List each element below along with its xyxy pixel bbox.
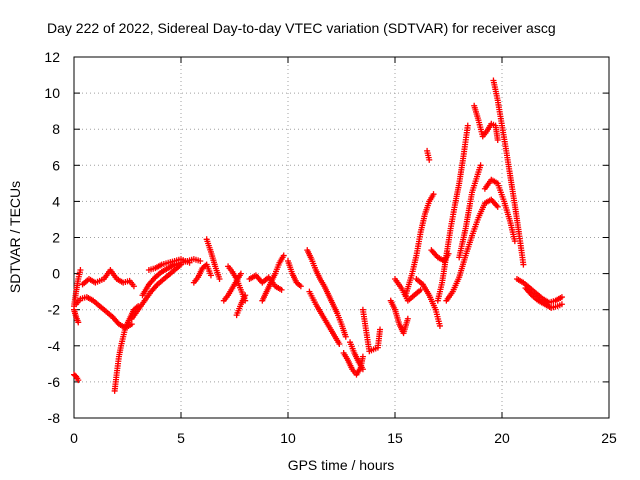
series-arc-30 (443, 196, 501, 304)
y-tick-label: -8 (48, 410, 61, 426)
y-tick-label: 2 (52, 230, 60, 246)
y-axis-label: SDTVAR / TECUs (7, 181, 23, 293)
y-tick-label: -2 (48, 302, 61, 318)
series-arc-34 (481, 176, 518, 245)
y-tick-label: 0 (52, 266, 60, 282)
data-point (75, 319, 82, 326)
y-axis-tick-labels: -8 -6 -4 -2 0 2 4 6 8 10 12 (44, 49, 60, 426)
series-arc-21 (347, 339, 366, 373)
data-point (359, 366, 366, 373)
series-arc-16 (259, 252, 287, 304)
series-arc-17 (285, 257, 304, 290)
data-point (436, 322, 443, 329)
y-tick-label: 4 (52, 193, 60, 209)
series-arc-22 (359, 306, 384, 355)
series-arc-06 (111, 303, 142, 394)
data-point (377, 326, 384, 333)
data-point (558, 294, 565, 301)
y-tick-label: 10 (44, 85, 60, 101)
data-point (75, 377, 82, 384)
y-tick-label: 8 (52, 121, 60, 137)
chart-title: Day 222 of 2022, Sidereal Day-to-day VTE… (47, 20, 556, 36)
series-arc-27 (424, 147, 433, 163)
series-arc-31 (471, 102, 501, 144)
series-arc-32 (456, 162, 484, 261)
series-arc-04 (73, 294, 135, 331)
x-tick-label: 0 (70, 430, 78, 446)
series-arc-36 (522, 285, 565, 311)
x-tick-label: 25 (601, 430, 617, 446)
data-point (242, 292, 249, 299)
grid-lines (74, 57, 609, 418)
series-arc-23 (387, 297, 411, 337)
series-arc-05 (79, 266, 137, 290)
data-point (342, 333, 349, 340)
data-point (197, 257, 204, 264)
data-point (417, 286, 424, 293)
data-point (130, 283, 137, 290)
series-arc-09 (145, 256, 193, 273)
data-point (297, 283, 304, 290)
series-arc-19 (306, 288, 343, 347)
x-tick-label: 15 (387, 430, 403, 446)
x-tick-label: 10 (280, 430, 296, 446)
series-arc-10 (190, 261, 214, 286)
data-series (71, 77, 565, 394)
x-tick-label: 5 (177, 430, 185, 446)
y-tick-label: 12 (44, 49, 60, 65)
series-arc-24 (392, 276, 424, 304)
data-point (278, 286, 285, 293)
series-arc-29 (434, 122, 471, 304)
data-point (359, 353, 366, 360)
data-point (464, 122, 471, 129)
data-point (280, 252, 287, 259)
data-point (511, 238, 518, 245)
series-arc-01 (71, 371, 82, 384)
data-point (430, 191, 437, 198)
data-point (404, 315, 411, 322)
data-point (520, 261, 527, 268)
data-point (426, 156, 433, 163)
series-arc-13 (225, 263, 249, 304)
x-axis-label: GPS time / hours (288, 457, 395, 473)
data-point (186, 259, 193, 266)
data-point (477, 162, 484, 169)
series-arc-14 (233, 292, 249, 319)
series-arc-33 (490, 77, 527, 268)
series-arc-03 (71, 306, 82, 326)
data-point (216, 276, 223, 283)
data-point (494, 137, 501, 144)
data-point (77, 266, 84, 273)
y-tick-label: 6 (52, 157, 60, 173)
y-tick-label: -4 (48, 338, 61, 354)
series-arc-11 (203, 236, 223, 283)
data-point (207, 272, 214, 279)
data-point (558, 301, 565, 308)
series-arc-07 (128, 261, 184, 322)
x-axis-tick-labels: 0 5 10 15 20 25 (70, 430, 617, 446)
series-arc-25 (402, 191, 437, 299)
axis-ticks (73, 56, 610, 419)
data-point (336, 340, 343, 347)
data-point (237, 270, 244, 277)
series-arc-26 (413, 276, 443, 329)
series-arc-18 (304, 247, 349, 340)
data-point (494, 203, 501, 210)
y-tick-label: -6 (48, 374, 61, 390)
x-tick-label: 20 (494, 430, 510, 446)
